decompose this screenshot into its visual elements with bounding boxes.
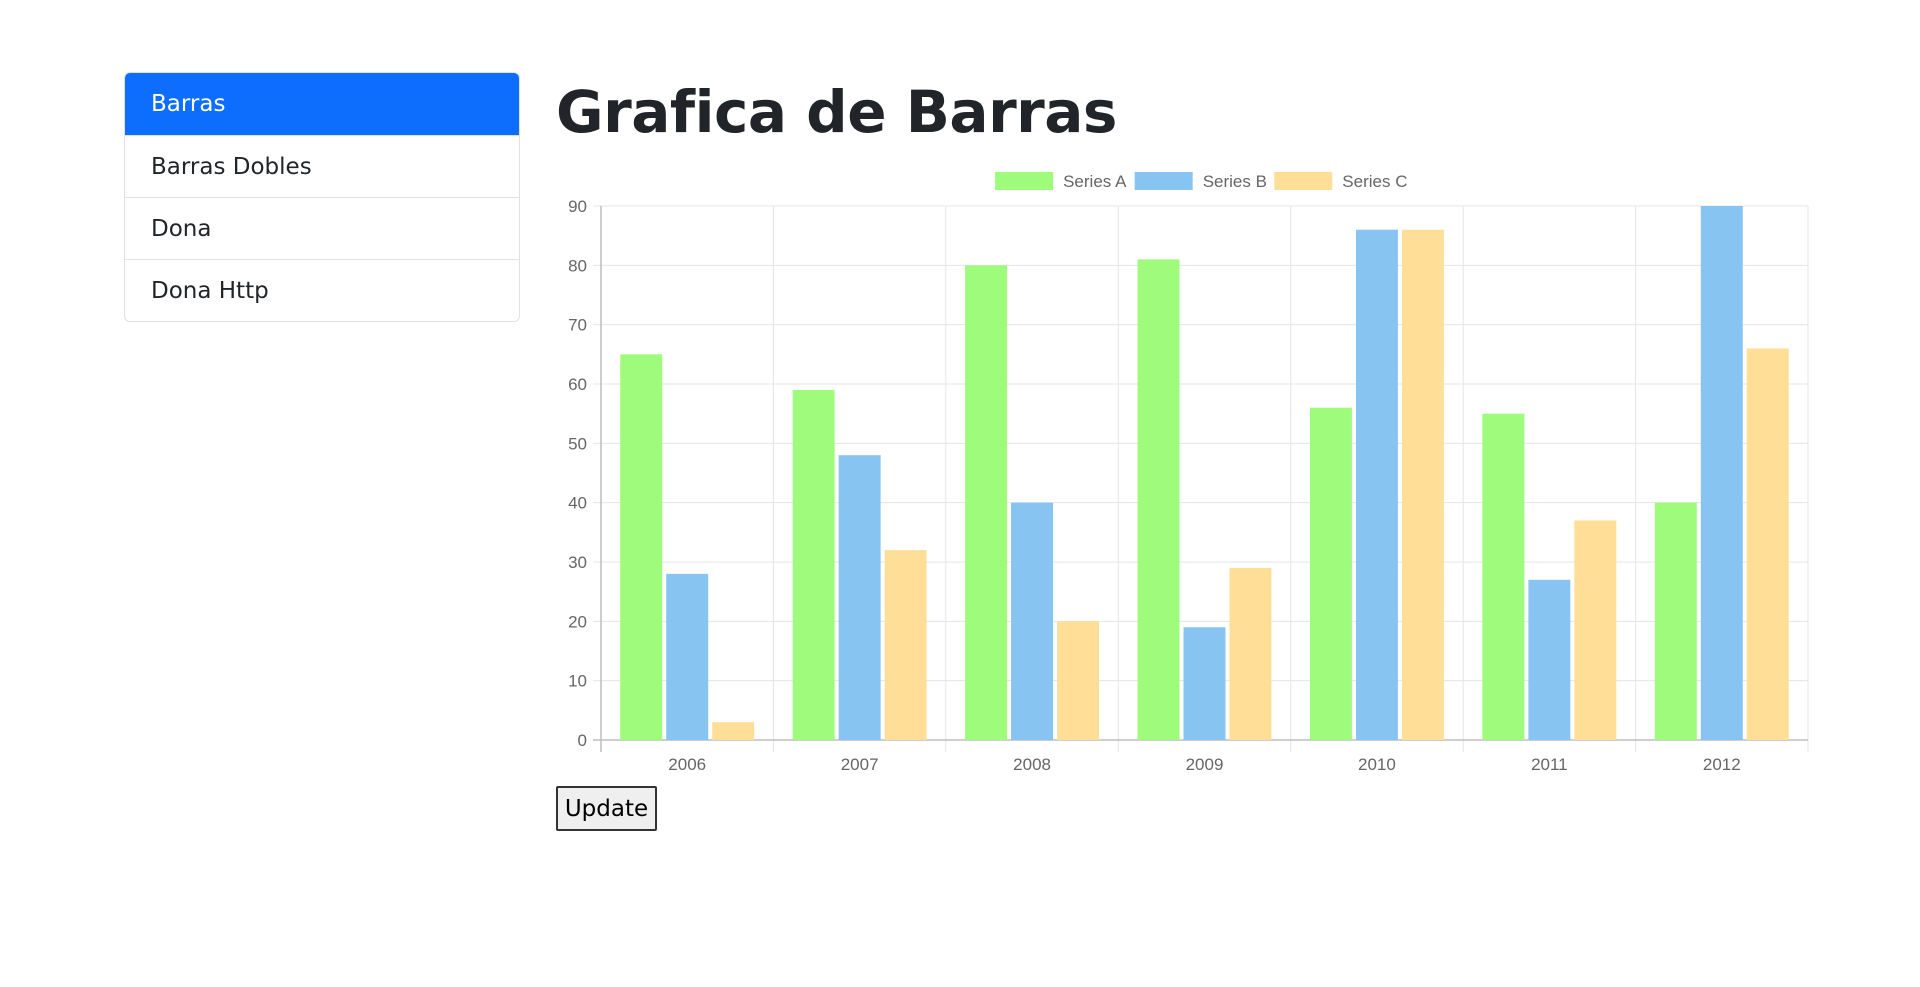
- y-tick-label: 40: [568, 494, 587, 513]
- sidebar-item-barras-dobles[interactable]: Barras Dobles: [125, 135, 519, 197]
- bar-series-a-2011: [1482, 413, 1525, 740]
- sidebar-nav: Barras Barras Dobles Dona Dona Http: [124, 72, 520, 322]
- bar-chart: 0 10 20 30 40 50 60 70 80 90 2006 2007 2008 2009 2010 2…: [556, 160, 1816, 770]
- y-tick-label: 20: [568, 612, 587, 631]
- x-tick-label: 2010: [1358, 755, 1396, 770]
- sidebar-item-dona[interactable]: Dona: [125, 197, 519, 259]
- bar-series-a-2012: [1654, 502, 1697, 740]
- bar-series-b-2011: [1528, 579, 1571, 740]
- x-tick-label: 2008: [1013, 755, 1051, 770]
- sidebar-item-dona-http[interactable]: Dona Http: [125, 259, 519, 321]
- main-content: Grafica de Barras 0 10 20 30 40 50 60 70 80 90 200…: [556, 0, 1920, 987]
- y-tick-label: 0: [578, 731, 587, 750]
- y-tick-label: 70: [568, 316, 587, 335]
- y-tick-label: 50: [568, 434, 587, 453]
- legend-swatch-c: [1274, 172, 1333, 190]
- bar-series-b-2009: [1183, 627, 1226, 740]
- bar-series-a-2008: [965, 265, 1008, 740]
- bar-series-c-2009: [1229, 567, 1272, 740]
- legend-swatch-b: [1134, 172, 1193, 190]
- bar-series-b-2006: [666, 573, 709, 740]
- legend-label-c: Series C: [1342, 172, 1407, 191]
- y-tick-label: 90: [568, 197, 587, 216]
- y-tick-label: 80: [568, 256, 587, 275]
- legend-label-b: Series B: [1203, 172, 1267, 191]
- bar-series-c-2010: [1401, 229, 1444, 740]
- bar-series-a-2007: [792, 389, 835, 740]
- bar-series-c-2012: [1746, 348, 1789, 740]
- x-tick-label: 2009: [1186, 755, 1224, 770]
- x-tick-label: 2007: [841, 755, 879, 770]
- legend-label-a: Series A: [1063, 172, 1127, 191]
- bar-series-c-2006: [712, 722, 755, 740]
- bar-series-c-2008: [1057, 621, 1100, 740]
- y-tick-label: 30: [568, 553, 587, 572]
- bar-series-a-2006: [620, 354, 663, 740]
- bar-series-b-2012: [1700, 206, 1743, 740]
- y-tick-label: 60: [568, 375, 587, 394]
- bar-series-b-2007: [838, 455, 881, 740]
- bar-series-b-2010: [1355, 229, 1398, 740]
- bar-chart-svg: 0 10 20 30 40 50 60 70 80 90 2006 2007 2008 2009 2010 2…: [568, 172, 1809, 770]
- bar-series-b-2008: [1011, 502, 1054, 740]
- bar-series-c-2007: [884, 550, 927, 740]
- bar-series-a-2010: [1309, 407, 1352, 740]
- page-title: Grafica de Barras: [556, 78, 1117, 146]
- bar-series-c-2011: [1574, 520, 1617, 740]
- sidebar-item-barras[interactable]: Barras: [125, 73, 519, 135]
- y-tick-label: 10: [568, 672, 587, 691]
- x-tick-label: 2006: [668, 755, 706, 770]
- bar-series-a-2009: [1137, 259, 1180, 740]
- x-tick-label: 2011: [1531, 755, 1568, 770]
- x-tick-label: 2012: [1703, 755, 1741, 770]
- update-button[interactable]: Update: [556, 786, 657, 831]
- legend-swatch-a: [995, 172, 1054, 190]
